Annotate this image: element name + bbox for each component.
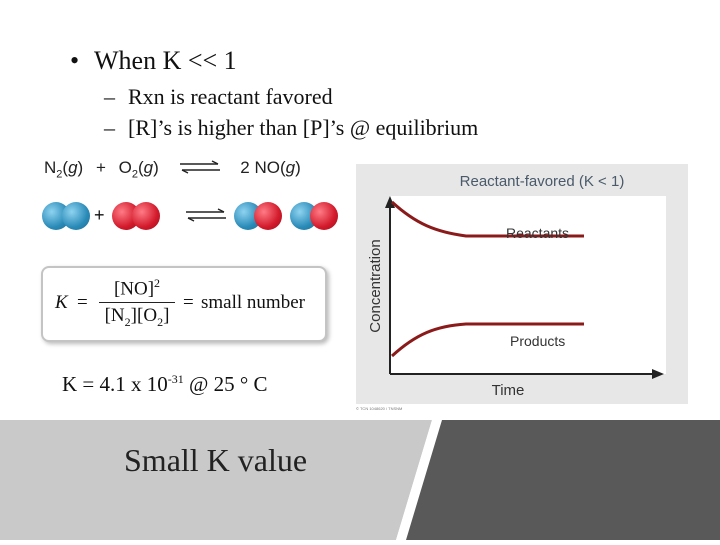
k-equals: = <box>77 292 88 313</box>
bullet-symbol: • <box>70 46 80 75</box>
caption-panel-right <box>406 420 720 540</box>
series-line-products <box>390 322 584 358</box>
sub-bullet-2: – [R]’s is higher than [P]’s @ equilibriu… <box>104 115 478 141</box>
caption-panel-divider <box>396 420 442 540</box>
series-label-reactants: Reactants <box>506 225 569 241</box>
k-value-text: K = 4.1 x 10-31 @ 25 ° C <box>62 372 268 396</box>
caption-band <box>0 420 720 540</box>
slide-caption: Small K value <box>124 442 308 478</box>
oxygen-atom-icon <box>254 202 282 230</box>
sub-dash: – <box>104 84 115 109</box>
equilibrium-arrows-icon <box>184 208 228 227</box>
chart-title: Reactant-favored (K < 1) <box>460 173 625 190</box>
caption-panel-left <box>0 420 432 540</box>
x-axis-label: Time <box>492 382 525 399</box>
series-label-products: Products <box>510 333 565 349</box>
k-expression-box: K = [NO]2 [N2][O2] = small number <box>41 266 327 342</box>
series-line-reactants <box>390 200 584 238</box>
plus-sign: + <box>94 205 105 225</box>
k-numerator: [NO]2 <box>113 276 161 300</box>
series-layer: Reactants Products <box>390 200 584 358</box>
sub-bullet-text: Rxn is reactant favored <box>128 84 333 109</box>
bullet-text: When K << 1 <box>94 46 237 75</box>
chart-svg: Reactant-favored (K < 1) Concentration T… <box>367 173 666 399</box>
nitrogen-atom-icon <box>62 202 90 230</box>
molecule-row: + <box>40 198 340 238</box>
k-rhs: small number <box>201 292 305 313</box>
y-axis-arrow-icon <box>385 196 395 208</box>
k-denominator: [N2][O2] <box>104 305 170 330</box>
y-axis-label: Concentration <box>367 239 384 332</box>
k-symbol: K <box>55 292 68 313</box>
oxygen-atom-icon <box>132 202 160 230</box>
concentration-chart: Reactant-favored (K < 1) Concentration T… <box>356 164 688 404</box>
bullet-main: • When K << 1 <box>70 46 237 76</box>
k-fraction: [NO]2 [N2][O2] <box>99 276 175 330</box>
image-credit: © TCN 1048620 / TNSNM <box>356 406 403 411</box>
oxygen-atom-icon <box>310 202 338 230</box>
sub-dash: – <box>104 115 115 140</box>
sub-bullet-1: – Rxn is reactant favored <box>104 84 333 110</box>
equilibrium-arrows-icon <box>178 159 222 179</box>
caption-band-shapes <box>0 420 720 540</box>
sub-bullet-text: [R]’s is higher than [P]’s @ equilibrium <box>128 115 479 140</box>
x-axis-arrow-icon <box>652 369 664 379</box>
reaction-equation: N2(g) + O2(g) 2 NO(g) <box>44 158 301 181</box>
k-equals-2: = <box>183 292 194 313</box>
